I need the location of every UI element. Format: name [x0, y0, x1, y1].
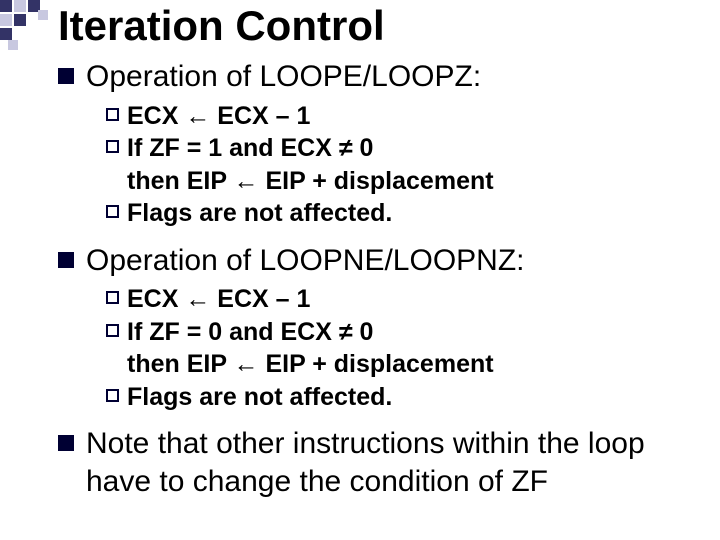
square-bullet-icon — [58, 68, 74, 84]
hollow-square-icon — [106, 108, 119, 121]
bullet-level1: Note that other instructions within the … — [58, 425, 698, 500]
bullet-level2: If ZF = 1 and ECX ≠ 0 — [106, 132, 698, 165]
hollow-square-icon — [106, 205, 119, 218]
hollow-square-icon — [106, 140, 119, 153]
bullet-text: Note that other instructions within the … — [86, 425, 698, 500]
subitem-text: Flags are not affected. — [127, 197, 392, 230]
bullet-level2: If ZF = 0 and ECX ≠ 0 — [106, 316, 698, 349]
bullet-level1: Operation of LOOPNE/LOOPNZ: — [58, 242, 698, 280]
hollow-square-icon — [106, 389, 119, 402]
subitem-text: If ZF = 0 and ECX ≠ 0 — [127, 316, 373, 349]
subitems: ECX ← ECX – 1 If ZF = 1 and ECX ≠ 0 then… — [106, 100, 698, 230]
square-bullet-icon — [58, 435, 74, 451]
subitem-continuation: then EIP ← EIP + displacement — [127, 165, 698, 198]
slide-title: Iteration Control — [58, 2, 385, 50]
square-bullet-icon — [58, 252, 74, 268]
subitems: ECX ← ECX – 1 If ZF = 0 and ECX ≠ 0 then… — [106, 283, 698, 413]
bullet-level2: ECX ← ECX – 1 — [106, 283, 698, 316]
bullet-level2: Flags are not affected. — [106, 381, 698, 414]
bullet-level1: Operation of LOOPE/LOOPZ: — [58, 58, 698, 96]
subitem-text: ECX ← ECX – 1 — [127, 283, 310, 316]
slide-content: Operation of LOOPE/LOOPZ: ECX ← ECX – 1 … — [58, 58, 698, 504]
hollow-square-icon — [106, 291, 119, 304]
subitem-text: Flags are not affected. — [127, 381, 392, 414]
subitem-text: ECX ← ECX – 1 — [127, 100, 310, 133]
bullet-text: Operation of LOOPNE/LOOPNZ: — [86, 242, 525, 280]
subitem-continuation: then EIP ← EIP + displacement — [127, 348, 698, 381]
bullet-level2: Flags are not affected. — [106, 197, 698, 230]
hollow-square-icon — [106, 324, 119, 337]
bullet-level2: ECX ← ECX – 1 — [106, 100, 698, 133]
subitem-text: If ZF = 1 and ECX ≠ 0 — [127, 132, 373, 165]
bullet-text: Operation of LOOPE/LOOPZ: — [86, 58, 481, 96]
